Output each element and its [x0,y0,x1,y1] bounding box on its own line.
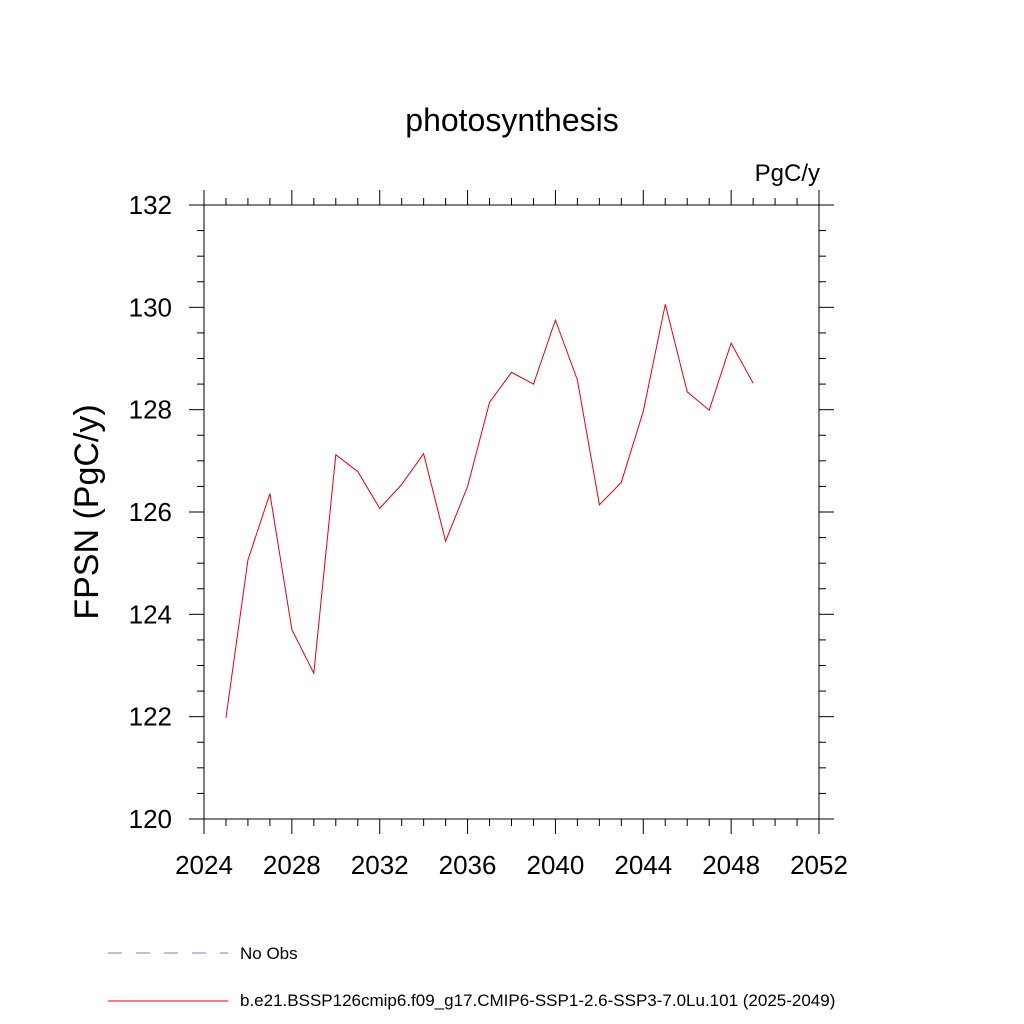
y-tick-label: 126 [129,497,172,527]
y-tick-label: 120 [129,804,172,834]
y-axis-label: FPSN (PgC/y) [68,404,106,619]
units-label: PgC/y [755,160,820,187]
x-tick-label: 2036 [439,850,497,880]
plot-frame [203,204,820,820]
x-tick-label: 2044 [614,850,672,880]
y-tick-label: 128 [129,395,172,425]
x-tick-label: 2048 [702,850,760,880]
x-tick-labels: 2024 2028 2032 2036 2040 2044 2048 2052 [175,850,848,880]
y-tick-label: 124 [129,599,172,629]
legend: No Obs b.e21.BSSP126cmip6.f09_g17.CMIP6-… [108,944,835,1010]
y-tick-labels: 120 122 124 126 128 130 132 [129,190,172,834]
chart-title: photosynthesis [405,102,618,138]
x-tick-label: 2052 [790,850,848,880]
x-tick-label: 2032 [351,850,409,880]
y-tick-label: 122 [129,702,172,732]
axis-ticks [189,190,834,834]
x-tick-label: 2028 [263,850,321,880]
y-tick-label: 130 [129,292,172,322]
legend-label-no-obs: No Obs [240,944,298,963]
series-line [225,304,754,718]
x-tick-label: 2024 [175,850,233,880]
x-tick-label: 2040 [527,850,585,880]
legend-label-model: b.e21.BSSP126cmip6.f09_g17.CMIP6-SSP1-2.… [240,991,835,1010]
y-tick-label: 132 [129,190,172,220]
series-layer [225,304,754,718]
